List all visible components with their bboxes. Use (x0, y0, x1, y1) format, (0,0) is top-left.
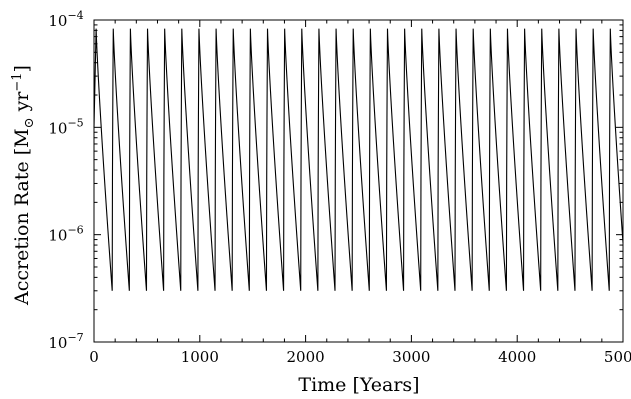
x-tick-label: 5000 (604, 348, 631, 366)
y-tick-label: 10−5 (48, 116, 83, 137)
y-axis-label: Accretion Rate [M⊙ yr−1] (10, 65, 37, 306)
y-axis-label-unit: yr (11, 91, 33, 118)
x-tick-label: 4000 (498, 348, 536, 366)
y-tick-label: 10−4 (48, 9, 83, 30)
x-tick-label: 2000 (287, 348, 325, 366)
y-axis-label-prefix: Accretion Rate [M (11, 128, 33, 306)
y-axis-label-suffix: ] (11, 65, 33, 72)
series-line-accretion-rate (93, 28, 624, 291)
plot-frame (93, 19, 624, 343)
y-tick-label: 10−6 (48, 224, 83, 245)
y-tick-label: 10−7 (48, 331, 83, 352)
x-tick-label: 3000 (392, 348, 430, 366)
x-tick-label: 1000 (181, 348, 219, 366)
x-axis-label: Time [Years] (298, 374, 419, 396)
axis-tick-labels: 0 1000 2000 3000 4000 5000 10−7 10−6 10−5 10−4 (48, 9, 631, 366)
y-axis-label-sun-symbol: ⊙ (22, 117, 37, 128)
y-axis-label-exponent: −1 (10, 72, 25, 91)
x-tick-label: 0 (89, 348, 99, 366)
